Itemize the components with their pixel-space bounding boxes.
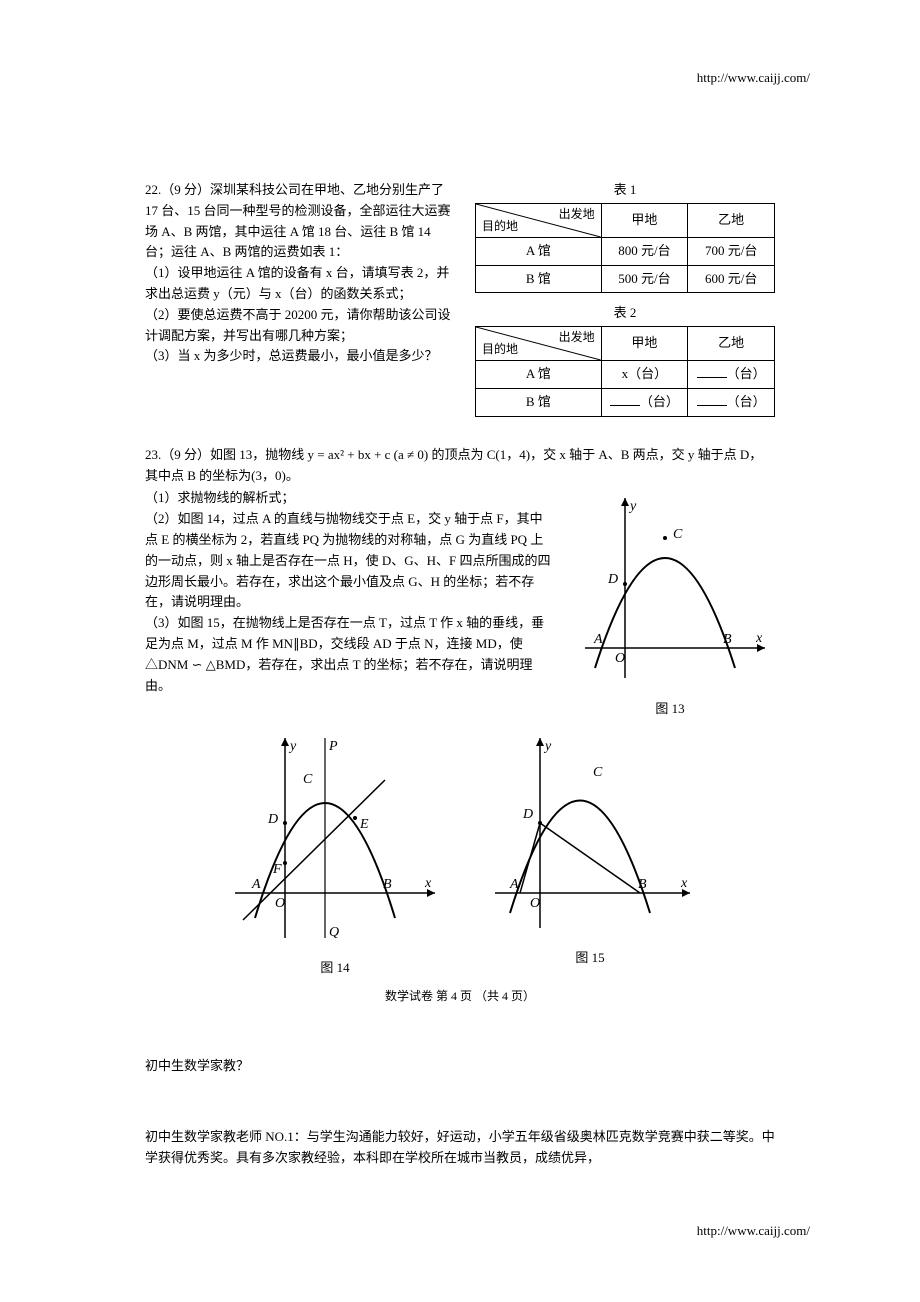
blank-field — [610, 394, 640, 406]
svg-text:C: C — [303, 772, 313, 787]
header-dest: 目的地 — [482, 340, 518, 359]
q22-p3: （3）当 x 为多少时，总运费最小，最小值是多少？ — [145, 346, 457, 367]
svg-text:D: D — [267, 812, 278, 827]
q23-p3: （3）如图 15，在抛物线上是否存在一点 T，过点 T 作 x 轴的垂线，垂足为… — [145, 613, 553, 696]
svg-text:B: B — [638, 877, 647, 892]
unit: （台） — [640, 394, 679, 409]
q22-p1: （1）设甲地运往 A 馆的设备有 x 台，请填写表 2，并求出总运费 y（元）与… — [145, 263, 457, 305]
table1-r1-c2: 700 元/台 — [688, 237, 775, 265]
table1-col1: 甲地 — [601, 203, 688, 237]
table1-header-cell: 出发地 目的地 — [476, 203, 602, 237]
table2-r1-c2: （台） — [688, 361, 775, 389]
table1-r1-c1: 800 元/台 — [601, 237, 688, 265]
figure15-svg: y x O A B C D — [485, 728, 695, 938]
q22-text-block: 22.（9 分）深圳某科技公司在甲地、乙地分别生产了 17 台、15 台同一种型… — [145, 180, 457, 367]
q23-text-block: （1）求抛物线的解析式； （2）如图 14，过点 A 的直线与抛物线交于点 E，… — [145, 488, 553, 696]
table-row: A 馆 x（台） （台） — [476, 361, 775, 389]
svg-text:x: x — [680, 876, 688, 891]
svg-text:x: x — [424, 876, 432, 891]
table1-r1-label: A 馆 — [476, 237, 602, 265]
table-row: A 馆 800 元/台 700 元/台 — [476, 237, 775, 265]
page-content: 22.（9 分）深圳某科技公司在甲地、乙地分别生产了 17 台、15 台同一种型… — [145, 180, 775, 1168]
q22-p2: （2）要使总运费不高于 20200 元，请你帮助该公司设计调配方案，并写出有哪几… — [145, 305, 457, 347]
table2-r2-c2: （台） — [688, 388, 775, 416]
O-label: O — [615, 651, 625, 666]
unit: （台） — [727, 394, 766, 409]
table-row: 出发地 目的地 甲地 乙地 — [476, 327, 775, 361]
svg-text:A: A — [509, 877, 519, 892]
blank-field — [697, 394, 727, 406]
svg-text:D: D — [522, 807, 533, 822]
q22: 22.（9 分）深圳某科技公司在甲地、乙地分别生产了 17 台、15 台同一种型… — [145, 180, 775, 427]
q22-tables: 表 1 出发地 目的地 甲地 乙地 A 馆 800 元/台 700 元/台 — [475, 180, 775, 427]
y-label: y — [628, 499, 637, 514]
fig15-caption: 图 15 — [485, 948, 695, 969]
svg-text:A: A — [251, 877, 261, 892]
q23-head: 23.（9 分）如图 13，抛物线 y = ax² + bx + c (a ≠ … — [145, 445, 775, 487]
A-label: A — [593, 632, 603, 647]
figure14-svg: y x O A B C D E F P Q — [225, 728, 445, 948]
svg-text:F: F — [272, 862, 282, 877]
svg-text:y: y — [543, 739, 552, 754]
figure15: y x O A B C D 图 15 — [485, 728, 695, 979]
table2-r2-label: B 馆 — [476, 388, 602, 416]
B-label: B — [723, 632, 732, 647]
q23: （1）求抛物线的解析式； （2）如图 14，过点 A 的直线与抛物线交于点 E，… — [145, 488, 775, 719]
svg-text:P: P — [328, 739, 338, 754]
svg-text:C: C — [593, 765, 603, 780]
figures-bottom: y x O A B C D E F P Q 图 14 — [145, 728, 775, 979]
table2-r1-c1: x（台） — [601, 361, 688, 389]
table1-title: 表 1 — [475, 180, 775, 201]
footer-url: http://www.caijj.com/ — [697, 1221, 810, 1242]
fig13-caption: 图 13 — [565, 699, 775, 720]
svg-text:O: O — [530, 896, 540, 911]
table1-col2: 乙地 — [688, 203, 775, 237]
table-row: B 馆 500 元/台 600 元/台 — [476, 265, 775, 293]
figure13: y x O A B C D 图 13 — [565, 488, 775, 719]
q23-p2: （2）如图 14，过点 A 的直线与抛物线交于点 E，交 y 轴于点 F，其中点… — [145, 509, 553, 613]
q22-title: 22.（9 分）深圳某科技公司在甲地、乙地分别生产了 17 台、15 台同一种型… — [145, 180, 457, 263]
table1: 出发地 目的地 甲地 乙地 A 馆 800 元/台 700 元/台 B 馆 50… — [475, 203, 775, 294]
blank-field — [697, 366, 727, 378]
x-label: x — [755, 631, 763, 646]
table2: 出发地 目的地 甲地 乙地 A 馆 x（台） （台） B 馆 （台） （台） — [475, 326, 775, 417]
header-depart: 出发地 — [559, 205, 595, 224]
figure13-svg: y x O A B C D — [570, 488, 770, 688]
svg-text:O: O — [275, 896, 285, 911]
header-depart: 出发地 — [559, 328, 595, 347]
table2-header-cell: 出发地 目的地 — [476, 327, 602, 361]
table1-r2-label: B 馆 — [476, 265, 602, 293]
fig14-caption: 图 14 — [225, 958, 445, 979]
header-url: http://www.caijj.com/ — [697, 68, 810, 89]
table-row: 出发地 目的地 甲地 乙地 — [476, 203, 775, 237]
svg-text:E: E — [359, 817, 369, 832]
q23-p1: （1）求抛物线的解析式； — [145, 488, 553, 509]
figure14: y x O A B C D E F P Q 图 14 — [225, 728, 445, 979]
table1-r2-c1: 500 元/台 — [601, 265, 688, 293]
table1-r2-c2: 600 元/台 — [688, 265, 775, 293]
svg-text:B: B — [383, 877, 392, 892]
svg-text:y: y — [288, 739, 297, 754]
table2-r2-c1: （台） — [601, 388, 688, 416]
unit: （台） — [727, 366, 766, 381]
table2-col2: 乙地 — [688, 327, 775, 361]
tutor-question: 初中生数学家教？ — [145, 1056, 775, 1077]
table-row: B 馆 （台） （台） — [476, 388, 775, 416]
page-number: 数学试卷 第 4 页 （共 4 页） — [145, 987, 775, 1006]
table2-col1: 甲地 — [601, 327, 688, 361]
tutor-paragraph: 初中生数学家教老师 NO.1：与学生沟通能力较好，好运动，小学五年级省级奥林匹克… — [145, 1127, 775, 1169]
D-label: D — [607, 572, 618, 587]
svg-text:Q: Q — [329, 925, 339, 940]
table2-title: 表 2 — [475, 303, 775, 324]
header-dest: 目的地 — [482, 217, 518, 236]
table2-r1-label: A 馆 — [476, 361, 602, 389]
C-label: C — [673, 527, 683, 542]
